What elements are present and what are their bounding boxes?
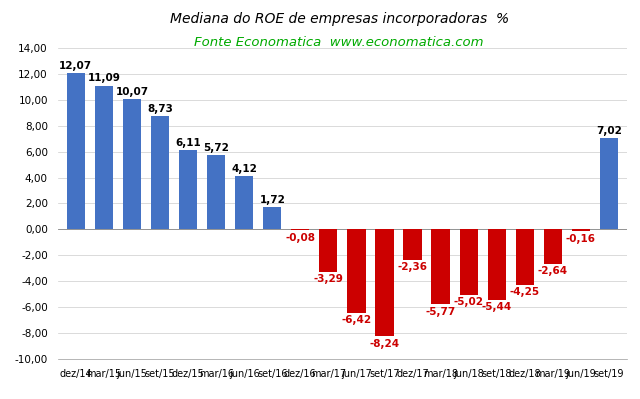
Bar	[263, 207, 282, 229]
Bar	[319, 229, 337, 272]
Text: -5,44: -5,44	[482, 302, 512, 312]
Text: -8,24: -8,24	[369, 339, 399, 349]
Bar	[600, 138, 618, 229]
Text: 7,02: 7,02	[596, 126, 622, 136]
Bar	[516, 229, 534, 284]
Text: -2,36: -2,36	[397, 263, 428, 273]
Bar	[179, 150, 197, 229]
Text: -0,08: -0,08	[285, 233, 316, 243]
Text: 12,07: 12,07	[60, 61, 92, 71]
Bar	[460, 229, 478, 294]
Bar	[488, 229, 506, 300]
Text: 6,11: 6,11	[175, 138, 201, 148]
Bar	[207, 155, 225, 229]
Text: -5,77: -5,77	[426, 306, 456, 316]
Bar	[151, 116, 169, 229]
Text: Fonte Economatica  www.economatica.com: Fonte Economatica www.economatica.com	[195, 36, 484, 49]
Bar	[348, 229, 365, 313]
Text: -2,64: -2,64	[538, 266, 568, 276]
Bar	[403, 229, 422, 260]
Text: 1,72: 1,72	[259, 195, 285, 205]
Text: -6,42: -6,42	[341, 315, 371, 325]
Bar	[376, 229, 394, 336]
Bar	[431, 229, 450, 304]
Text: 11,09: 11,09	[88, 73, 120, 83]
Bar	[572, 229, 590, 231]
Text: -5,02: -5,02	[454, 297, 484, 307]
Text: 4,12: 4,12	[231, 164, 257, 174]
Text: Mediana do ROE de empresas incorporadoras  %: Mediana do ROE de empresas incorporadora…	[170, 12, 509, 26]
Text: -4,25: -4,25	[509, 287, 540, 297]
Text: 8,73: 8,73	[147, 104, 173, 114]
Text: 5,72: 5,72	[203, 143, 229, 153]
Text: 10,07: 10,07	[115, 87, 148, 97]
Text: -3,29: -3,29	[314, 275, 343, 284]
Bar	[123, 99, 141, 229]
Bar	[544, 229, 562, 264]
Bar	[95, 86, 113, 229]
Bar	[291, 229, 309, 231]
Text: -0,16: -0,16	[566, 234, 596, 244]
Bar	[235, 176, 253, 229]
Bar	[67, 73, 85, 229]
